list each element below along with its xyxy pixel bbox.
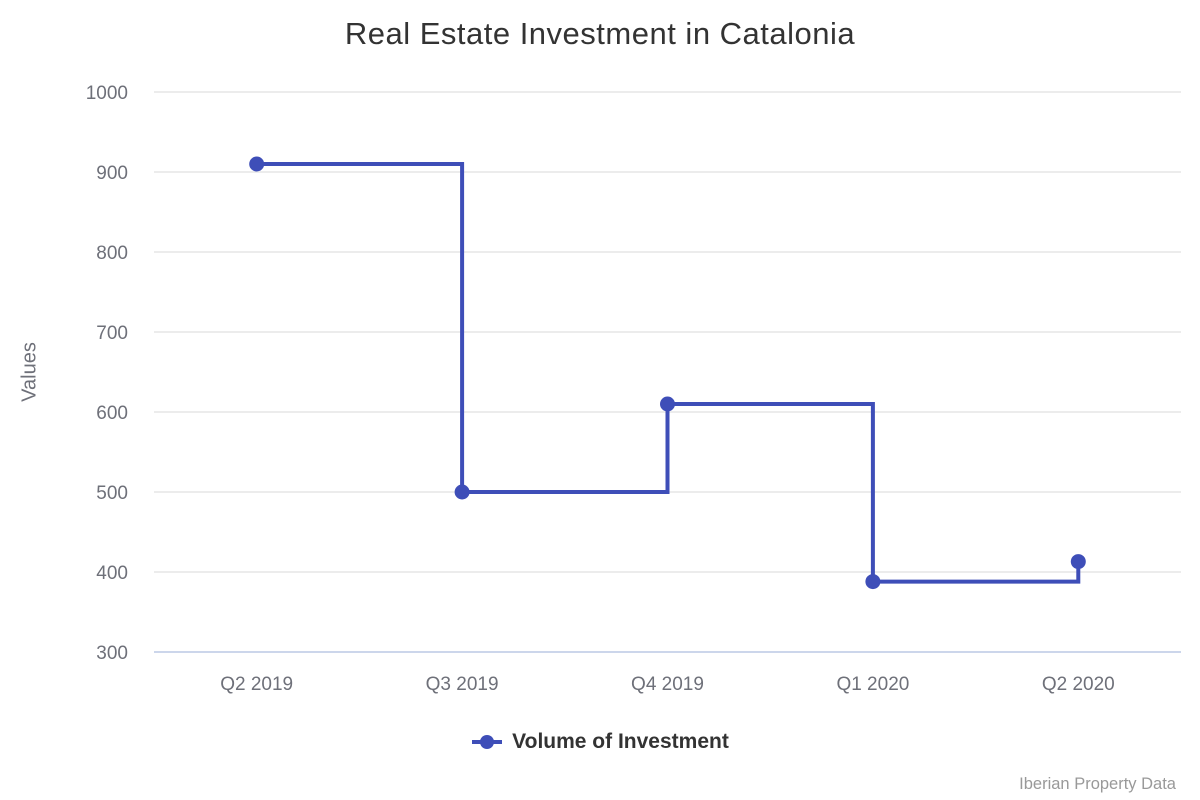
x-tick-label: Q2 2020 xyxy=(1042,674,1115,695)
data-point-marker[interactable] xyxy=(1070,554,1086,570)
x-tick-label: Q2 2019 xyxy=(220,674,293,695)
series-step-line xyxy=(256,162,1081,584)
y-tick-label: 700 xyxy=(96,323,128,344)
data-point-marker[interactable] xyxy=(865,574,881,590)
y-tick-label: 900 xyxy=(96,163,128,184)
x-tick-label: Q3 2019 xyxy=(426,674,499,695)
data-point-marker[interactable] xyxy=(249,156,265,172)
chart-title: Real Estate Investment in Catalonia xyxy=(344,16,856,51)
legend-line-marker-icon xyxy=(472,735,503,749)
y-tick-label: 400 xyxy=(96,563,128,584)
y-tick-label: 500 xyxy=(96,483,128,504)
legend-label: Volume of Investment xyxy=(512,730,729,753)
x-tick-label: Q4 2019 xyxy=(631,674,704,695)
y-tick-label: 300 xyxy=(96,643,128,664)
source-credit: Iberian Property Data xyxy=(1019,775,1176,793)
y-tick-label: 600 xyxy=(96,403,128,424)
y-tick-label: 1000 xyxy=(86,83,128,104)
x-tick-label: Q1 2020 xyxy=(836,674,909,695)
legend-item[interactable]: Volume of Investment xyxy=(0,730,1200,754)
data-point-marker[interactable] xyxy=(660,396,675,412)
data-point-marker[interactable] xyxy=(454,484,470,500)
y-tick-label: 800 xyxy=(96,243,128,264)
